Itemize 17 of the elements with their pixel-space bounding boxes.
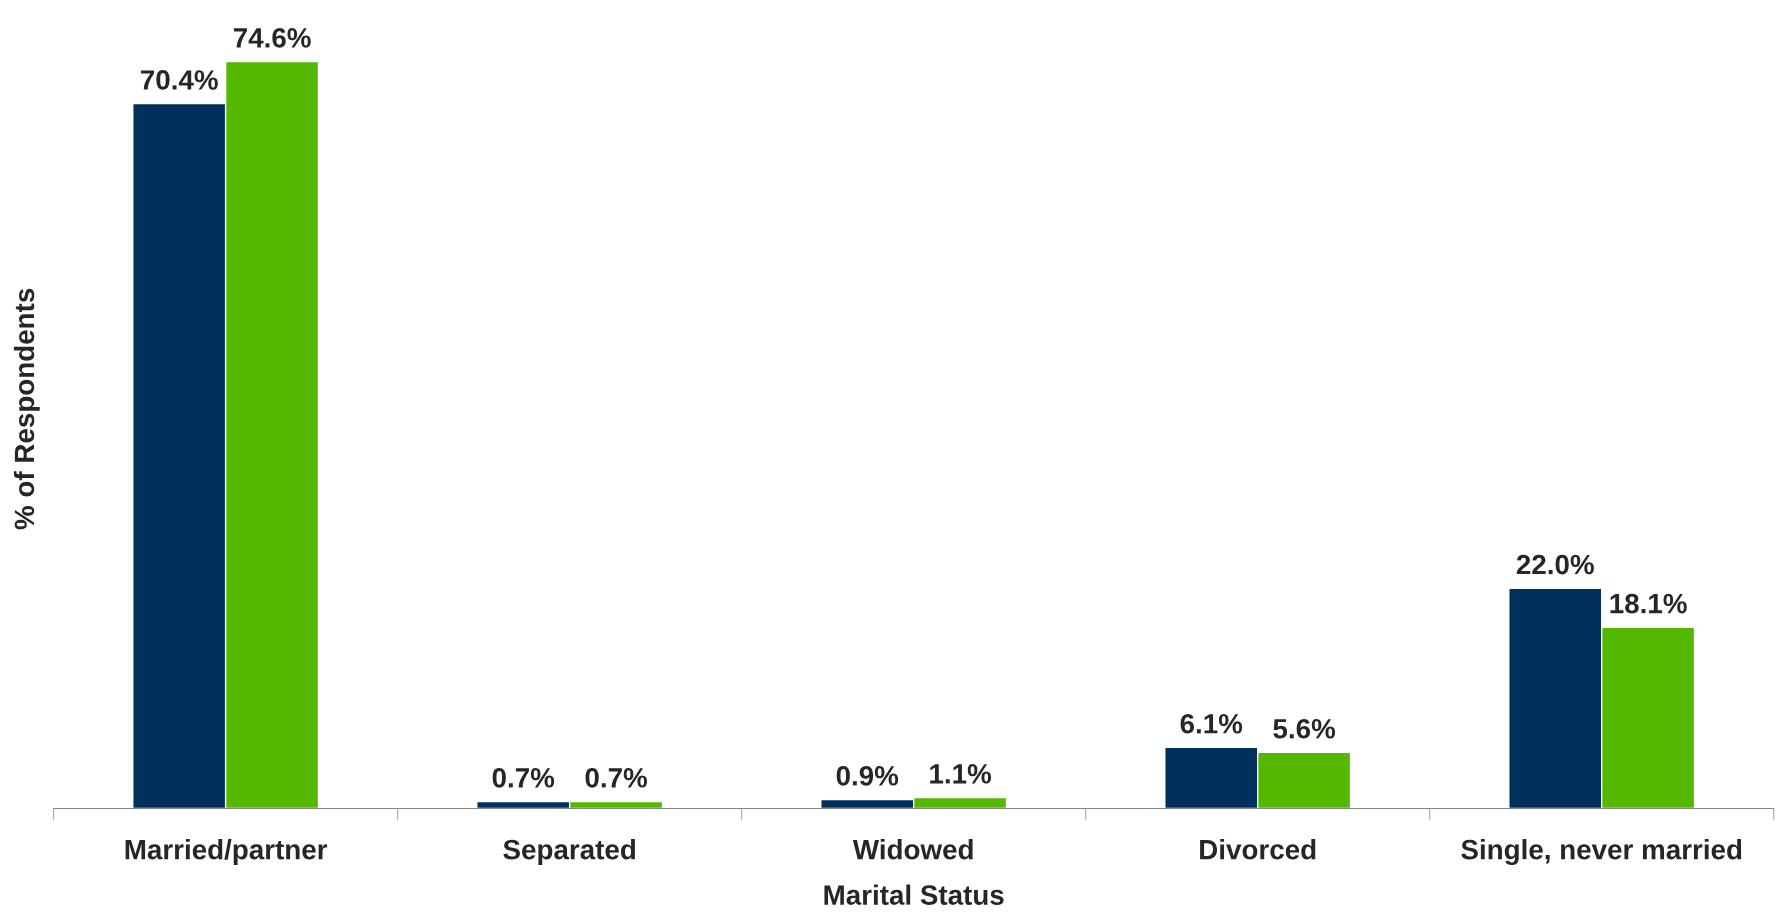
data-label: 0.7%: [492, 768, 555, 788]
data-label: 0.7%: [585, 768, 648, 788]
x-tick-label: Widowed: [852, 839, 973, 860]
data-label: 18.1%: [1610, 593, 1687, 614]
data-label: 1.1%: [930, 764, 992, 784]
x-tick-label: Separated: [503, 839, 635, 865]
data-label: 0.9%: [836, 765, 899, 786]
data-label: 5.6%: [1273, 718, 1336, 739]
x-axis-title: Marital Status: [824, 884, 1004, 905]
x-tick-label: Single, never married: [1461, 839, 1742, 866]
x-tick-label: Married/partner: [125, 839, 328, 865]
data-label: 6.1%: [1180, 713, 1243, 734]
data-label: 70.4%: [141, 70, 218, 90]
data-label: 22.0%: [1516, 554, 1594, 575]
y-axis-title: % of Respondents: [13, 288, 40, 530]
x-tick-label: Divorced: [1200, 839, 1316, 860]
data-label: 74.6%: [233, 28, 311, 48]
